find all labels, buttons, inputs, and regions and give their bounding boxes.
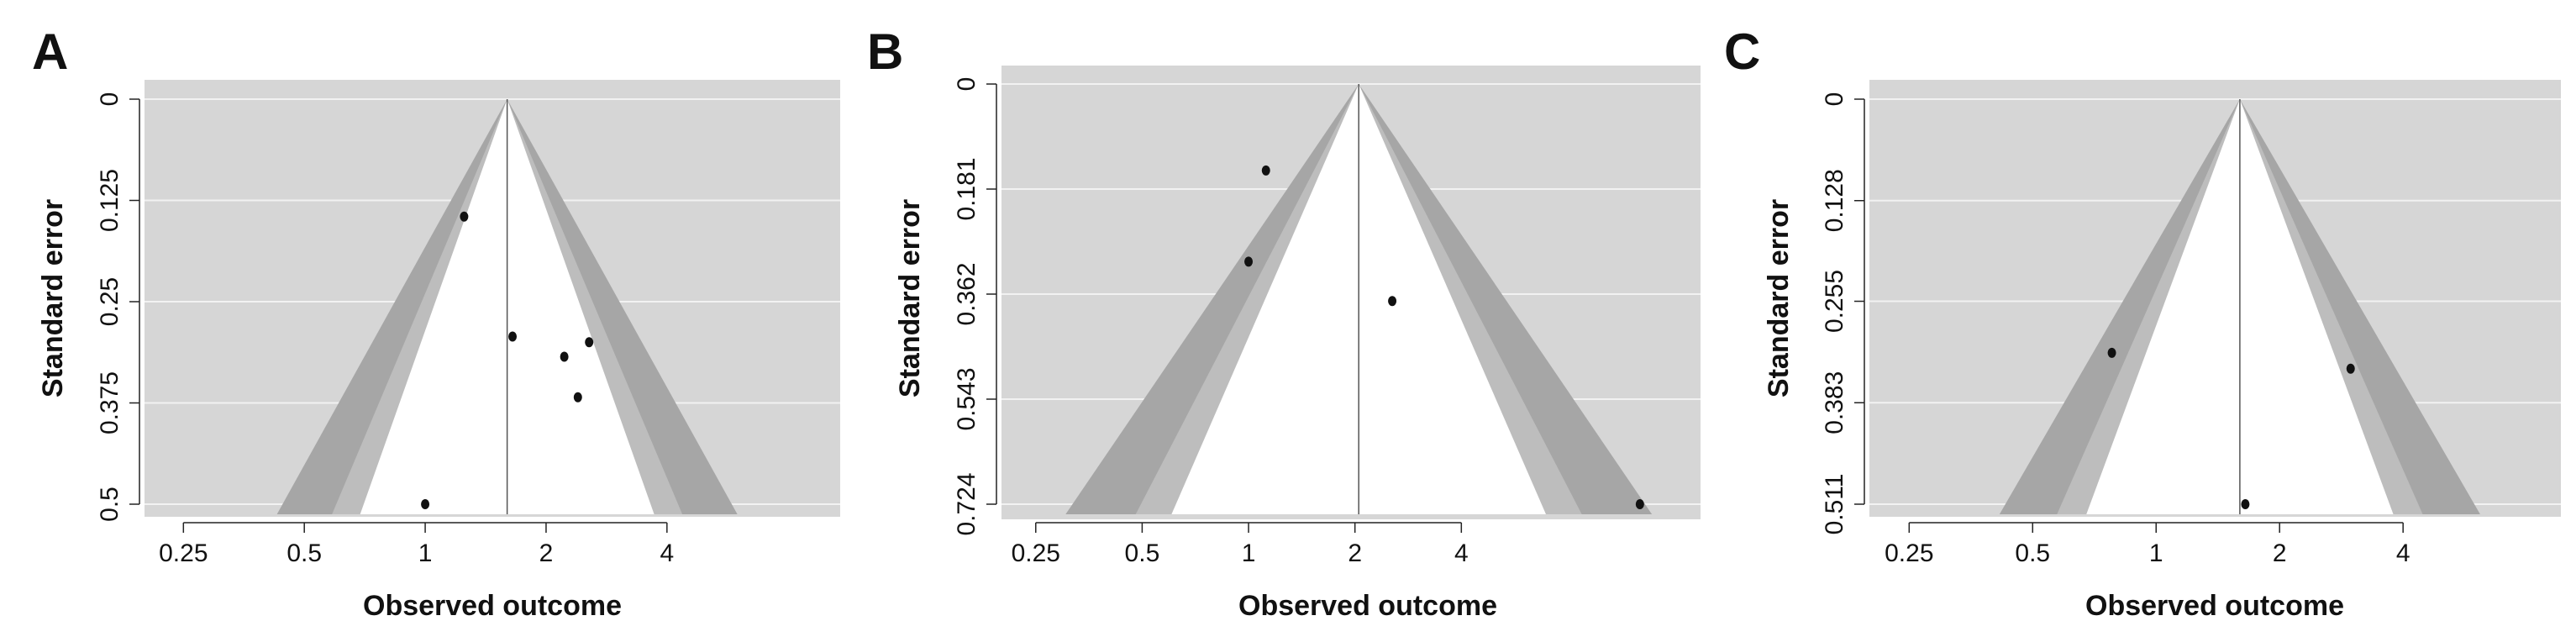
panel-b-y-axis: 0 0.181 0.362 0.543 0.724 bbox=[953, 77, 997, 536]
y-tick-label: 0.383 bbox=[1821, 371, 1848, 434]
y-tick-label: 0.128 bbox=[1821, 169, 1848, 232]
data-point bbox=[1261, 165, 1270, 176]
data-point bbox=[2346, 363, 2355, 374]
x-tick-label: 0.5 bbox=[287, 539, 322, 567]
data-point bbox=[1388, 296, 1397, 307]
data-point bbox=[1244, 256, 1254, 267]
y-tick-label: 0.375 bbox=[96, 371, 124, 434]
panel-b-x-axis-title: Observed outcome bbox=[1238, 590, 1497, 622]
panel-b-label: B bbox=[867, 24, 903, 80]
x-tick-label: 2 bbox=[539, 539, 554, 567]
x-tick-label: 0.5 bbox=[1125, 539, 1160, 567]
y-tick-label: 0.5 bbox=[96, 487, 124, 522]
panel-a-y-axis: 0 0.125 0.25 0.375 0.5 bbox=[96, 92, 140, 522]
x-tick-label: 0.25 bbox=[1012, 539, 1060, 567]
y-tick-label: 0.511 bbox=[1821, 474, 1848, 535]
x-tick-label: 1 bbox=[2149, 539, 2163, 567]
panel-c-y-axis-title: Standard error bbox=[1763, 199, 1795, 397]
data-point bbox=[560, 351, 569, 362]
x-tick-label: 1 bbox=[1242, 539, 1256, 567]
panel-c-x-axis-title: Observed outcome bbox=[2085, 590, 2344, 622]
y-tick-label: 0.25 bbox=[96, 277, 124, 326]
data-point bbox=[573, 392, 582, 403]
panel-a-funnel bbox=[145, 98, 840, 514]
x-tick-label: 2 bbox=[1348, 539, 1362, 567]
data-point bbox=[508, 331, 518, 342]
y-tick-label: 0 bbox=[96, 92, 124, 107]
panel-a-y-axis-title: Standard error bbox=[37, 199, 69, 397]
y-tick-label: 0.181 bbox=[953, 157, 980, 220]
panel-a-label: A bbox=[32, 24, 68, 80]
data-point bbox=[2241, 499, 2250, 509]
data-point bbox=[460, 211, 469, 222]
data-point bbox=[421, 499, 430, 509]
data-point bbox=[585, 337, 594, 348]
x-tick-label: 0.25 bbox=[159, 539, 208, 567]
x-tick-label: 4 bbox=[1454, 539, 1469, 567]
panel-a: A 0.25 0.5 1 2 4 0 0.125 0.25 0.375 0.5 Observed… bbox=[32, 24, 840, 622]
panel-c-x-axis: 0.25 0.5 1 2 4 bbox=[1885, 522, 2410, 567]
panel-b: B 0.25 0.5 1 2 4 0 0.181 0.362 0.543 0.724 Obser… bbox=[867, 24, 1701, 622]
y-tick-label: 0.125 bbox=[96, 169, 124, 232]
y-tick-label: 0 bbox=[1821, 92, 1848, 107]
panel-a-x-axis: 0.25 0.5 1 2 4 bbox=[159, 522, 674, 567]
y-tick-label: 0.362 bbox=[953, 262, 980, 325]
data-point bbox=[1635, 499, 1644, 509]
x-tick-label: 4 bbox=[660, 539, 674, 567]
x-tick-label: 0.5 bbox=[2015, 539, 2050, 567]
x-tick-label: 2 bbox=[2273, 539, 2287, 567]
panel-c-y-axis: 0 0.128 0.255 0.383 0.511 bbox=[1821, 92, 1865, 535]
x-tick-label: 0.25 bbox=[1885, 539, 1933, 567]
data-point bbox=[2107, 347, 2116, 358]
y-tick-label: 0.543 bbox=[953, 367, 980, 430]
panel-c-funnel bbox=[1869, 98, 2561, 514]
y-tick-label: 0.724 bbox=[953, 472, 980, 535]
y-tick-label: 0 bbox=[953, 77, 980, 92]
panel-b-x-axis: 0.25 0.5 1 2 4 bbox=[1012, 522, 1469, 567]
panel-a-x-axis-title: Observed outcome bbox=[363, 590, 622, 622]
x-tick-label: 1 bbox=[418, 539, 433, 567]
x-tick-label: 4 bbox=[2396, 539, 2410, 567]
panel-c-label: C bbox=[1724, 24, 1760, 80]
panel-c: C 0.25 0.5 1 2 4 0 0.128 0.255 0.383 0.511 Obser… bbox=[1724, 24, 2561, 622]
y-tick-label: 0.255 bbox=[1821, 270, 1848, 333]
panel-b-y-axis-title: Standard error bbox=[894, 199, 926, 397]
panel-b-funnel bbox=[1001, 83, 1701, 514]
